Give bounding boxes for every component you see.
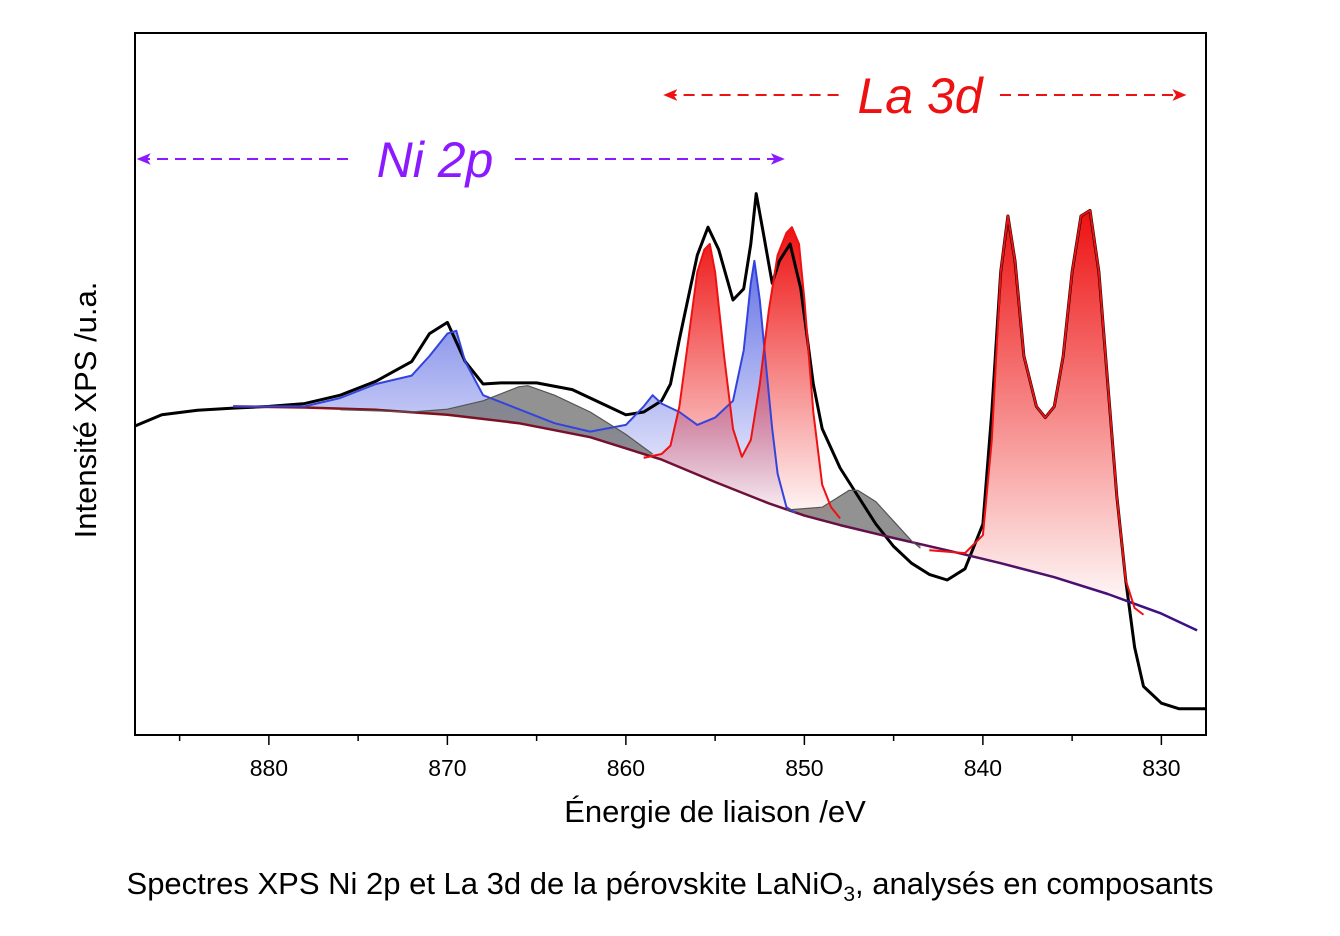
y-axis-title: Intensité XPS /u.a. (68, 282, 103, 539)
component-fill-4 (786, 490, 921, 549)
x-tick-label: 880 (250, 755, 288, 781)
series-line-5 (643, 226, 841, 520)
component-fill-6 (929, 210, 1144, 615)
x-axis-ticks: 880 870 860 850 840 830 (178, 735, 1181, 781)
component-fill-2 (233, 260, 796, 513)
series-lines (134, 192, 1206, 711)
x-tick-label: 870 (428, 755, 466, 781)
series-line-3 (340, 385, 653, 455)
annotation-label: La 3d (857, 68, 984, 124)
x-tick-label: 860 (607, 755, 645, 781)
component-fills (233, 210, 1144, 615)
plot-frame (134, 32, 1207, 736)
x-tick-label: 840 (964, 755, 1002, 781)
series-line-4 (786, 489, 921, 549)
xps-chart: 880 870 860 850 840 830 Ni 2p La 3d Énergie de… (68, 32, 1207, 829)
series-line-6 (929, 209, 1145, 616)
series-line-2 (233, 259, 797, 514)
component-fill-5 (643, 227, 841, 526)
x-axis-title: Énergie de liaison /eV (564, 794, 866, 829)
caption-subscript: 3 (843, 883, 856, 907)
x-tick-label: 850 (785, 755, 823, 781)
region-annotations: Ni 2p La 3d (136, 68, 1187, 188)
annotation-label: Ni 2p (377, 132, 494, 188)
figure-caption: Spectres XPS Ni 2p et La 3d de la pérovs… (0, 866, 1340, 907)
caption-text-end: , analysés en composants (855, 866, 1214, 901)
caption-text: Spectres XPS Ni 2p et La 3d de la pérovs… (126, 866, 844, 901)
x-tick-label: 830 (1142, 755, 1180, 781)
